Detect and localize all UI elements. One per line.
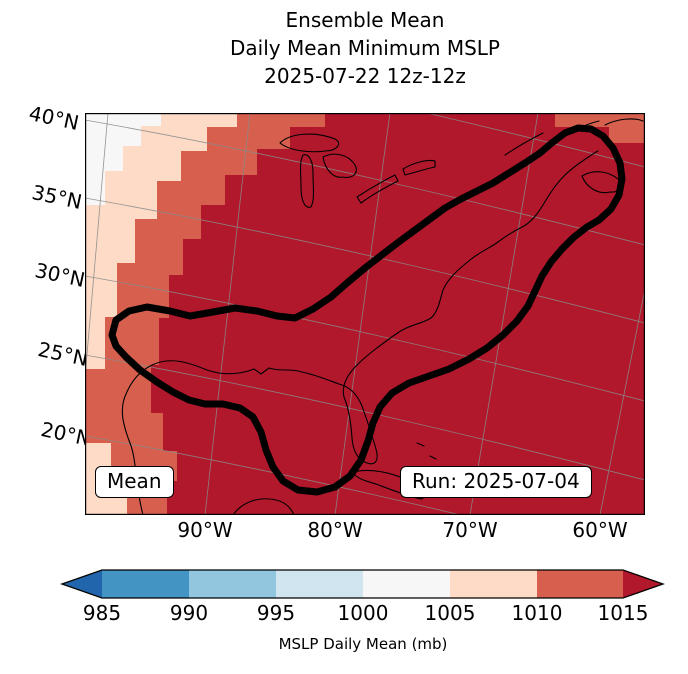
colorbar-cell-1005-1010 xyxy=(450,570,537,598)
xtick-90w: 90°W xyxy=(177,518,233,542)
map-frame xyxy=(85,113,645,515)
run-annotation-box: Run: 2025-07-04 xyxy=(400,466,592,498)
colorbar-axis-label: MSLP Daily Mean (mb) xyxy=(278,635,448,653)
colorbar-outline xyxy=(60,569,665,599)
cbar-tick-1005: 1005 xyxy=(424,601,476,625)
cbar-tick-990: 990 xyxy=(169,601,209,625)
colorbar-cell-985-990 xyxy=(102,570,189,598)
ytick-35n: 35°N xyxy=(29,180,85,214)
xtick-60w: 60°W xyxy=(572,518,628,542)
mslp-map xyxy=(85,113,645,515)
figure-title-line3: 2025-07-22 12z-12z xyxy=(264,64,466,88)
cbar-tick-1015: 1015 xyxy=(597,601,649,625)
cbar-tick-985: 985 xyxy=(82,601,122,625)
mslp-thick-contour xyxy=(108,124,626,496)
mean-annotation-box: Mean xyxy=(95,466,174,498)
colorbar-cell-1010-1015 xyxy=(537,570,623,598)
xtick-70w: 70°W xyxy=(442,518,498,542)
graticule xyxy=(85,113,645,515)
colorbar-cell-1000-1005 xyxy=(363,570,450,598)
colorbar xyxy=(60,569,665,599)
figure-title-line2: Daily Mean Minimum MSLP xyxy=(229,36,500,60)
colorbar-over-arrow xyxy=(623,570,663,598)
ytick-25n: 25°N xyxy=(35,337,91,371)
cbar-tick-1010: 1010 xyxy=(511,601,563,625)
cbar-tick-995: 995 xyxy=(256,601,296,625)
ytick-40n: 40°N xyxy=(26,101,82,135)
colorbar-under-arrow xyxy=(62,570,102,598)
figure-title-line1: Ensemble Mean xyxy=(285,8,445,32)
xtick-80w: 80°W xyxy=(307,518,363,542)
cbar-tick-1000: 1000 xyxy=(337,601,389,625)
colorbar-cell-990-995 xyxy=(189,570,276,598)
colorbar-cell-995-1000 xyxy=(276,570,363,598)
ytick-30n: 30°N xyxy=(32,258,88,292)
